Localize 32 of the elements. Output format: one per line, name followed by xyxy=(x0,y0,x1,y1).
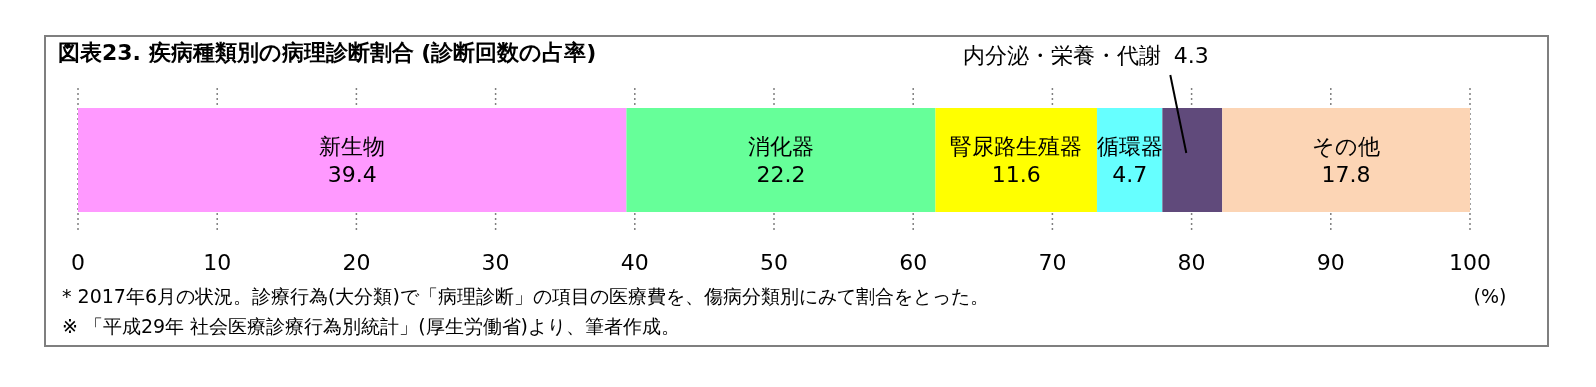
series-label: 新生物 xyxy=(319,134,386,159)
data-label: 4.7 xyxy=(1112,162,1148,187)
data-label: 11.6 xyxy=(991,162,1041,187)
text: ※ 「平成29年 社会医療診療行為別統計」(厚生労働省)より、筆者作成。 xyxy=(62,315,681,337)
x-tick-label: 80 xyxy=(1177,250,1206,275)
x-tick-label: 40 xyxy=(620,250,649,275)
bar xyxy=(626,108,936,212)
x-tick-label: 100 xyxy=(1449,250,1491,275)
chart-title: 図表23. 疾病種類別の病理診断割合 (診断回数の占率) xyxy=(58,40,597,65)
data-label: 4.3 xyxy=(1173,43,1209,68)
data-label: 39.4 xyxy=(327,162,377,187)
x-tick-label: 60 xyxy=(899,250,928,275)
bar xyxy=(1162,108,1223,212)
x-tick-label: 50 xyxy=(760,250,788,275)
bar xyxy=(935,108,1097,212)
text: * 2017年6月の状況。診療行為(大分類)で「病理診断」の項目の医療費を、傷病分類別にみて割合をとった。 xyxy=(62,285,989,307)
x-axis-title: (%) xyxy=(1473,285,1507,307)
x-tick-label: 30 xyxy=(481,250,510,275)
series-label: 循環器 xyxy=(1096,134,1163,159)
x-tick-label: 0 xyxy=(71,250,85,275)
data-label: 22.2 xyxy=(756,162,806,187)
bar xyxy=(1222,108,1470,212)
x-tick-label: 90 xyxy=(1316,250,1345,275)
series-label: 腎尿路生殖器 xyxy=(950,134,1083,159)
series-label: その他 xyxy=(1312,134,1381,159)
x-tick-label: 20 xyxy=(342,250,371,275)
data-label: 17.8 xyxy=(1321,162,1371,187)
series-label: 内分泌・栄養・代謝 xyxy=(963,43,1162,68)
bar xyxy=(78,108,627,212)
series-label: 消化器 xyxy=(747,134,814,159)
x-tick-label: 70 xyxy=(1038,250,1067,275)
x-tick-label: 10 xyxy=(203,250,232,275)
